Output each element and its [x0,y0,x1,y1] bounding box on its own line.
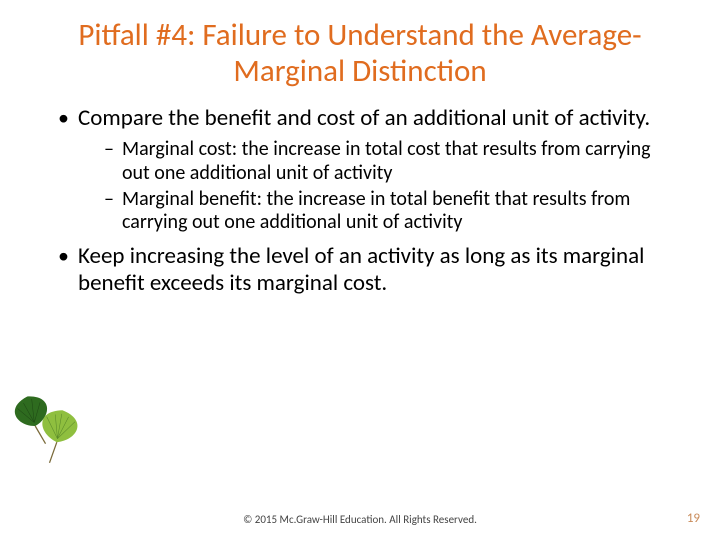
bullet-1-text: Compare the benefit and cost of an addit… [78,104,650,132]
bullet-1: Compare the benefit and cost of an addit… [58,105,680,235]
sub-bullet-1: Marginal cost: the increase in total cos… [104,138,680,185]
bullet-list: Compare the benefit and cost of an addit… [40,105,680,297]
page-number: 19 [687,511,700,526]
copyright-footer: © 2015 Mc.Graw-Hill Education. All Right… [0,513,720,526]
sub-bullet-list: Marginal cost: the increase in total cos… [78,138,680,234]
slide: Pitfall #4: Failure to Understand the Av… [0,0,720,540]
sub-bullet-2: Marginal benefit: the increase in total … [104,188,680,235]
bullet-2: Keep increasing the level of an activity… [58,243,680,297]
body-text: Compare the benefit and cost of an addit… [40,105,680,297]
bullet-2-text: Keep increasing the level of an activity… [78,242,644,297]
ginkgo-leaves-icon [10,390,100,480]
slide-title: Pitfall #4: Failure to Understand the Av… [40,18,680,89]
